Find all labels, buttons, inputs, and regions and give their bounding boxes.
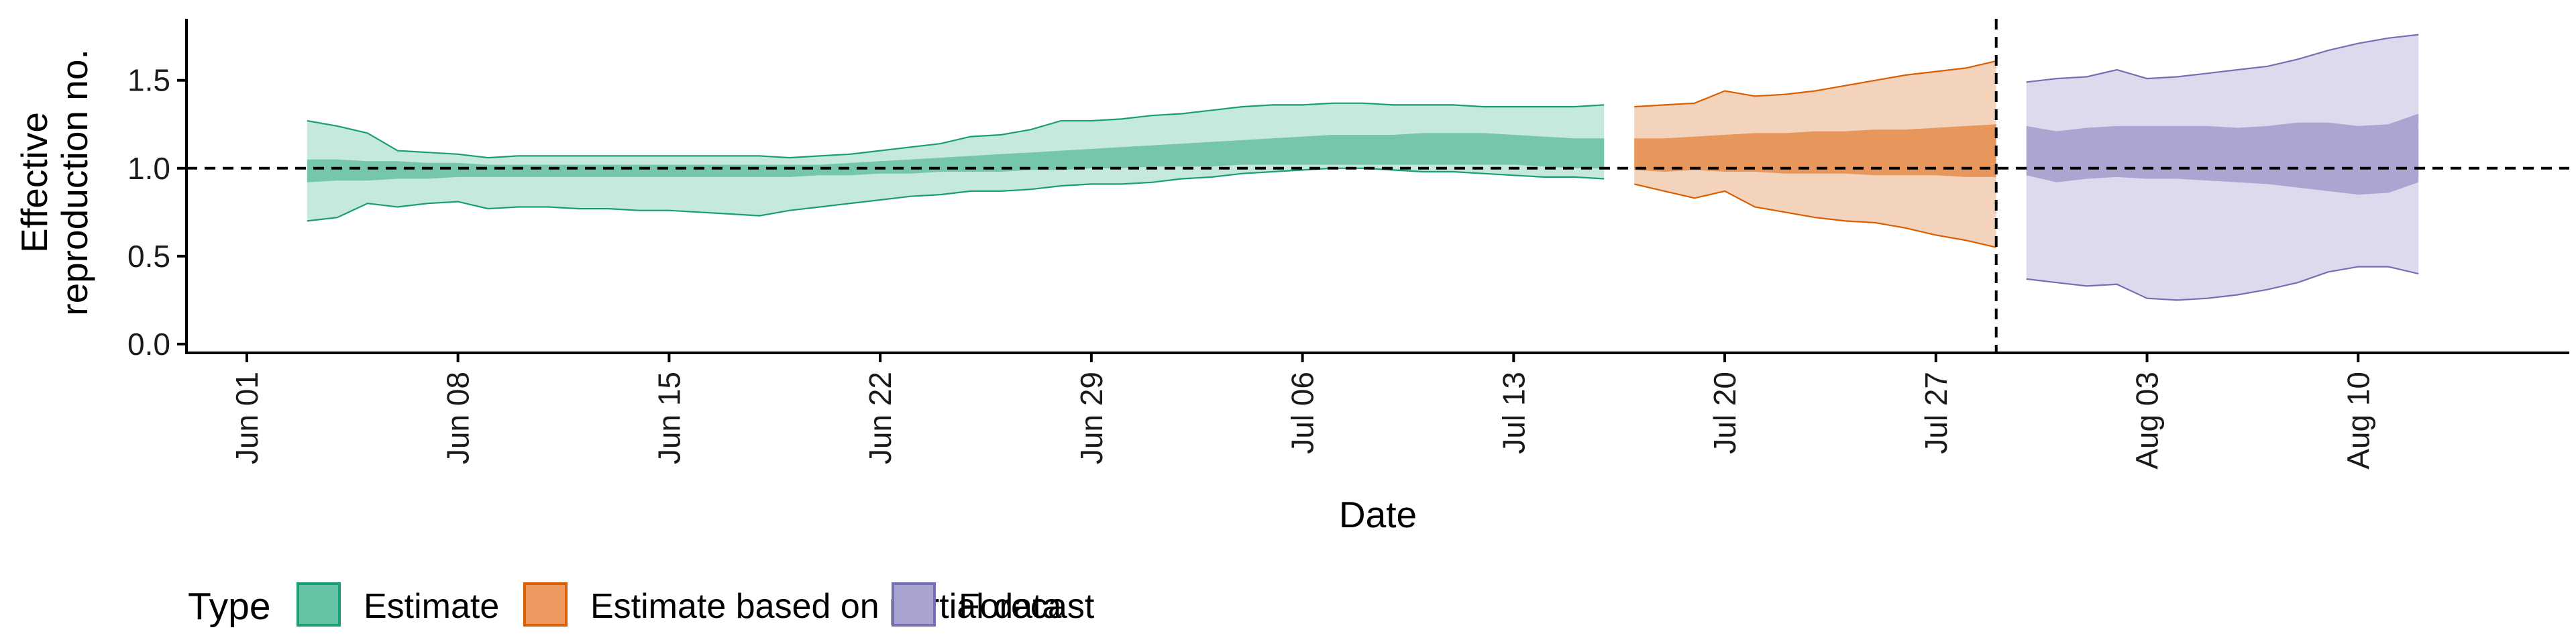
x-axis-title: Date: [1339, 494, 1417, 535]
estimate-upper-line: [307, 102, 1605, 159]
forecast-band-50: [2026, 113, 2419, 195]
legend-label: Estimate: [364, 587, 499, 626]
legend-key: [892, 582, 936, 627]
x-tick-label: Jun 22: [863, 372, 898, 464]
legend-label: Estimate based on partial data: [590, 587, 1062, 626]
reference-lines: [186, 19, 2569, 353]
x-tick-label: Aug 03: [2130, 372, 2165, 470]
series-estimate-based-on-partial-data: [1633, 60, 1996, 248]
x-tick-label: Jul 13: [1496, 372, 1531, 454]
estimate-band-50: [307, 133, 1605, 182]
axes: 0.0 0.5 1.0 1.5 Jun 01 Jun 08 Jun 15 Jun 22 Jun …: [127, 19, 2569, 470]
estimate-based-on-partial-data-upper-line: [1634, 60, 1996, 108]
legend-item-estimate: Estimate: [297, 582, 499, 627]
y-axis-title-line: Effective: [13, 112, 55, 253]
x-tick-label: Jun 08: [441, 372, 476, 464]
legend-item-forecast: Forecast: [892, 582, 1095, 627]
series-estimate: [307, 102, 1605, 222]
series-bands: [307, 34, 2419, 301]
y-tick-label: 0.5: [127, 239, 170, 274]
legend-label: Forecast: [959, 587, 1095, 626]
x-tick-label: Jul 06: [1285, 372, 1320, 454]
y-tick-label: 0.0: [127, 327, 170, 362]
forecast-lower-line: [2026, 266, 2419, 301]
legend-title: Type: [188, 585, 271, 628]
estimate-based-on-partial-data-band-50: [1634, 124, 1996, 177]
x-tick-label: Jun 29: [1074, 372, 1109, 464]
x-tick-label: Jun 15: [651, 372, 686, 464]
x-tick-label: Jul 20: [1707, 372, 1742, 454]
forecast-upper-line: [2026, 34, 2419, 83]
estimate-based-on-partial-data-lower-line: [1633, 183, 1996, 248]
x-tick-label: Jul 27: [1919, 372, 1953, 454]
y-axis-title-line: reproduction no.: [54, 49, 95, 316]
legend-key: [297, 582, 341, 627]
y-tick-label: 1.0: [127, 151, 170, 186]
legend: Type Estimate Estimate based on partial da…: [188, 582, 1095, 628]
y-tick-label: 1.5: [127, 63, 170, 98]
legend-key: [523, 582, 568, 627]
estimate-lower-line: [307, 167, 1605, 222]
x-tick-label: Aug 10: [2341, 372, 2375, 470]
x-tick-label: Jun 01: [229, 372, 264, 464]
legend-item-estimate-based-on-partial-data: Estimate based on partial data: [523, 582, 1062, 627]
